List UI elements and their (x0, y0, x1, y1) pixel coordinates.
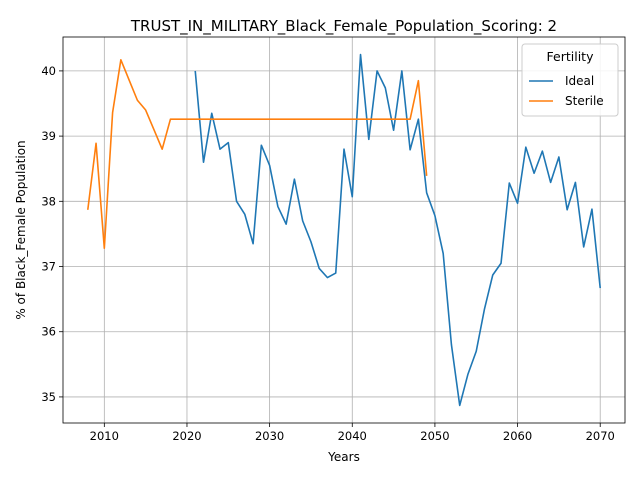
plot-area (62, 36, 626, 424)
y-axis-label: % of Black_Female Population (14, 140, 28, 319)
y-tick-label: 38 (41, 194, 56, 208)
x-tick-label: 2010 (90, 429, 119, 443)
y-tick-label: 36 (41, 325, 56, 339)
y-tick-label: 35 (41, 390, 56, 404)
x-axis-label: Years (327, 450, 360, 464)
series-line-ideal (194, 53, 602, 407)
chart-title: TRUST_IN_MILITARY_Black_Female_Populatio… (130, 17, 557, 36)
x-tick-label: 2070 (586, 429, 615, 443)
x-tick-label: 2050 (420, 429, 449, 443)
series-line-sterile (86, 59, 428, 250)
legend: Fertility Ideal Sterile (521, 43, 619, 117)
legend-label-sterile: Sterile (565, 94, 604, 108)
x-tick-label: 2060 (503, 429, 532, 443)
y-tick-label: 39 (41, 129, 56, 143)
x-tick-label: 2030 (255, 429, 284, 443)
legend-box (521, 43, 619, 117)
legend-label-ideal: Ideal (565, 74, 594, 88)
series-layer (86, 53, 602, 407)
x-tick-label: 2040 (338, 429, 367, 443)
y-axis: 35 36 37 38 39 40 (41, 64, 63, 404)
y-tick-label: 37 (41, 260, 56, 274)
legend-title: Fertility (547, 49, 595, 64)
y-tick-label: 40 (41, 64, 56, 78)
x-tick-label: 2020 (172, 429, 201, 443)
x-axis: 2010 2020 2030 2040 2050 2060 2070 (90, 423, 615, 443)
